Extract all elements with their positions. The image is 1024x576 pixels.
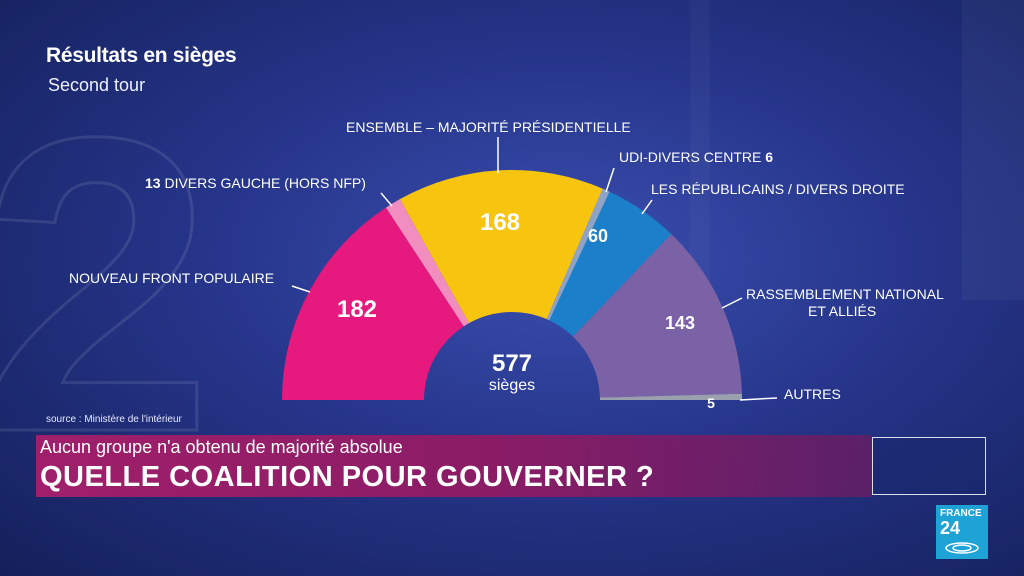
label-divers-gauche-text: DIVERS GAUCHE (HORS NFP) [164, 175, 365, 191]
chart-subtitle: Second tour [48, 75, 146, 95]
label-udi-text: UDI-DIVERS CENTRE [619, 149, 761, 165]
label-autres: AUTRES [784, 386, 841, 402]
label-republicains: LES RÉPUBLICAINS / DIVERS DROITE [651, 181, 905, 197]
label-nfp: NOUVEAU FRONT POPULAIRE [69, 270, 274, 286]
label-divers-gauche-value: 13 [145, 175, 161, 191]
video-inset-box [872, 437, 986, 495]
connector-divers-gauche [380, 192, 393, 207]
value-ensemble: 168 [480, 209, 520, 236]
total-seats-value: 577 [492, 350, 532, 377]
source-note: source : Ministère de l'intérieur [46, 414, 182, 425]
arc-republicains [549, 191, 672, 337]
value-rn: 143 [665, 313, 695, 333]
connector-rn [721, 297, 743, 309]
arc-udi [546, 188, 610, 321]
label-ensemble: ENSEMBLE – MAJORITÉ PRÉSIDENTIELLE [346, 119, 631, 135]
total-seats-unit: sièges [489, 377, 535, 394]
connector-udi [605, 167, 615, 193]
logo-line1: FRANCE [940, 508, 982, 519]
label-udi: UDI-DIVERS CENTRE 6 [619, 149, 773, 165]
headline-banner [36, 435, 872, 497]
connector-nfp [291, 285, 311, 293]
arc-autres [599, 393, 742, 400]
label-udi-value: 6 [765, 149, 773, 165]
label-divers-gauche: 13 DIVERS GAUCHE (HORS NFP) [145, 175, 366, 191]
headline-subtitle: Aucun groupe n'a obtenu de majorité abso… [40, 437, 403, 457]
value-republicains: 60 [588, 226, 608, 246]
value-autres: 5 [707, 395, 715, 411]
value-nfp: 182 [337, 296, 377, 323]
arc-nfp [282, 207, 464, 400]
logo-line2: 24 [940, 518, 961, 538]
label-rn: RASSEMBLEMENT NATIONAL ET ALLIÉS [746, 286, 944, 319]
arc-ensemble [399, 170, 603, 324]
logo-wave-icon [945, 542, 979, 554]
arc-divers-gauche [385, 199, 470, 327]
france24-logo: FRANCE 24 [936, 505, 988, 559]
headline-title: QUELLE COALITION POUR GOUVERNER ? [40, 461, 655, 493]
arc-rn [572, 234, 742, 398]
connector-autres [739, 397, 778, 401]
connector-republicains [641, 199, 653, 215]
chart-title: Résultats en sièges [46, 44, 237, 67]
